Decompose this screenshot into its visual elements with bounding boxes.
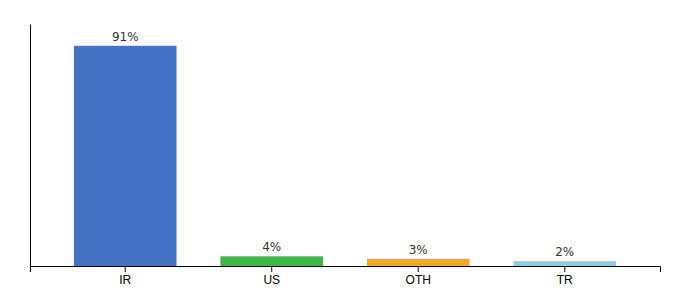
x-axis-line <box>31 267 661 273</box>
x-tick: OTH <box>406 266 431 287</box>
x-tick-mark <box>564 266 565 272</box>
x-tick-label: IR <box>119 273 131 287</box>
x-tick-mark <box>418 266 419 272</box>
x-axis: IR US OTH TR <box>31 266 661 287</box>
x-tick-mark <box>271 266 272 272</box>
x-tick-label: TR <box>557 273 573 287</box>
data-label: 2% <box>555 245 574 259</box>
y-axis <box>30 25 31 267</box>
bars <box>74 46 616 266</box>
x-tick-label: US <box>263 273 280 287</box>
x-tick: US <box>263 266 280 287</box>
x-tick: IR <box>119 266 131 287</box>
data-label: 3% <box>409 243 428 257</box>
bar <box>367 259 470 266</box>
data-labels: 91% 4% 3% 2% <box>112 30 574 259</box>
data-label: 91% <box>112 30 139 44</box>
x-tick-mark <box>125 266 126 272</box>
bar <box>74 46 177 266</box>
data-label: 4% <box>262 240 281 254</box>
bar <box>513 261 616 266</box>
plot: IR US OTH TR 91% 4% 3% 2% <box>31 25 661 287</box>
x-tick: TR <box>557 266 573 287</box>
chart: IR US OTH TR 91% 4% 3% 2% <box>0 0 680 300</box>
y-axis-line <box>30 25 31 267</box>
bar <box>220 256 323 266</box>
x-tick-label: OTH <box>406 273 431 287</box>
